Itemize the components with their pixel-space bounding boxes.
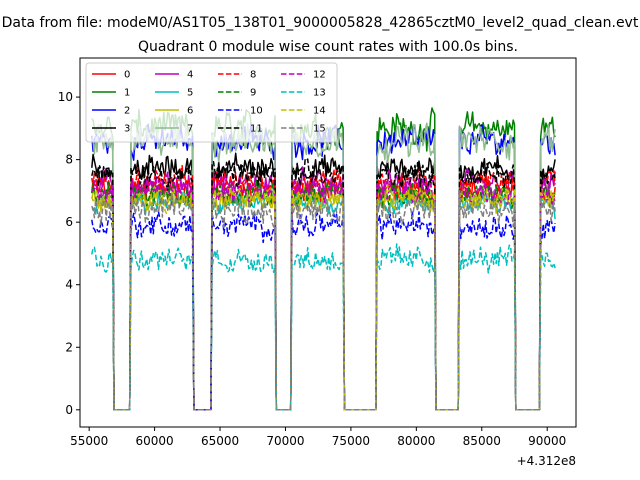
y-tick-label: 0 [65, 403, 73, 417]
legend-label-7: 7 [187, 124, 193, 135]
legend-label-4: 4 [187, 70, 193, 81]
series-line-11 [91, 158, 556, 411]
legend-label-9: 9 [250, 88, 256, 99]
y-tick-label: 8 [65, 153, 73, 167]
legend-label-15: 15 [313, 124, 326, 135]
legend-label-3: 3 [124, 124, 130, 135]
series-line-12 [91, 176, 556, 411]
series-line-13 [91, 243, 556, 411]
legend-label-5: 5 [187, 88, 193, 99]
legend-label-12: 12 [313, 70, 326, 81]
x-tick-label: 70000 [266, 434, 304, 448]
figure-suptitle: Data from file: modeM0/AS1T05_138T01_900… [2, 15, 639, 31]
legend-label-8: 8 [250, 70, 256, 81]
legend-label-14: 14 [313, 106, 326, 117]
series-line-10 [91, 210, 556, 411]
y-tick-label: 2 [65, 340, 73, 354]
series-line-15 [91, 189, 556, 411]
legend-label-1: 1 [124, 88, 130, 99]
x-tick-label: 65000 [201, 434, 239, 448]
y-tick-label: 10 [58, 90, 73, 104]
legend-label-6: 6 [187, 106, 193, 117]
legend-label-13: 13 [313, 88, 326, 99]
x-tick-label: 90000 [528, 434, 566, 448]
x-tick-label: 60000 [136, 434, 174, 448]
legend-label-11: 11 [250, 124, 263, 135]
axes-frame [79, 57, 577, 428]
x-tick-label: 85000 [463, 434, 501, 448]
x-axis: 55000 60000 65000 70000 75000 80000 85000 90000 [70, 427, 566, 448]
legend-label-10: 10 [250, 106, 263, 117]
legend-box [85, 62, 338, 143]
x-offset-label: +4.312e8 [517, 454, 576, 468]
x-tick-label: 55000 [70, 434, 108, 448]
series-line-9 [91, 176, 556, 411]
legend-label-0: 0 [124, 70, 130, 81]
y-tick-label: 6 [65, 215, 73, 229]
series-line-3 [91, 152, 556, 411]
x-tick-label: 75000 [332, 434, 370, 448]
x-tick-label: 80000 [397, 434, 435, 448]
y-tick-label: 4 [65, 278, 73, 292]
y-axis: 0 2 4 6 8 10 [58, 90, 80, 417]
series-line-14 [91, 184, 556, 411]
legend-label-2: 2 [124, 106, 130, 117]
chart-title: Quadrant 0 module wise count rates with … [138, 39, 518, 55]
series-layer [91, 107, 556, 411]
